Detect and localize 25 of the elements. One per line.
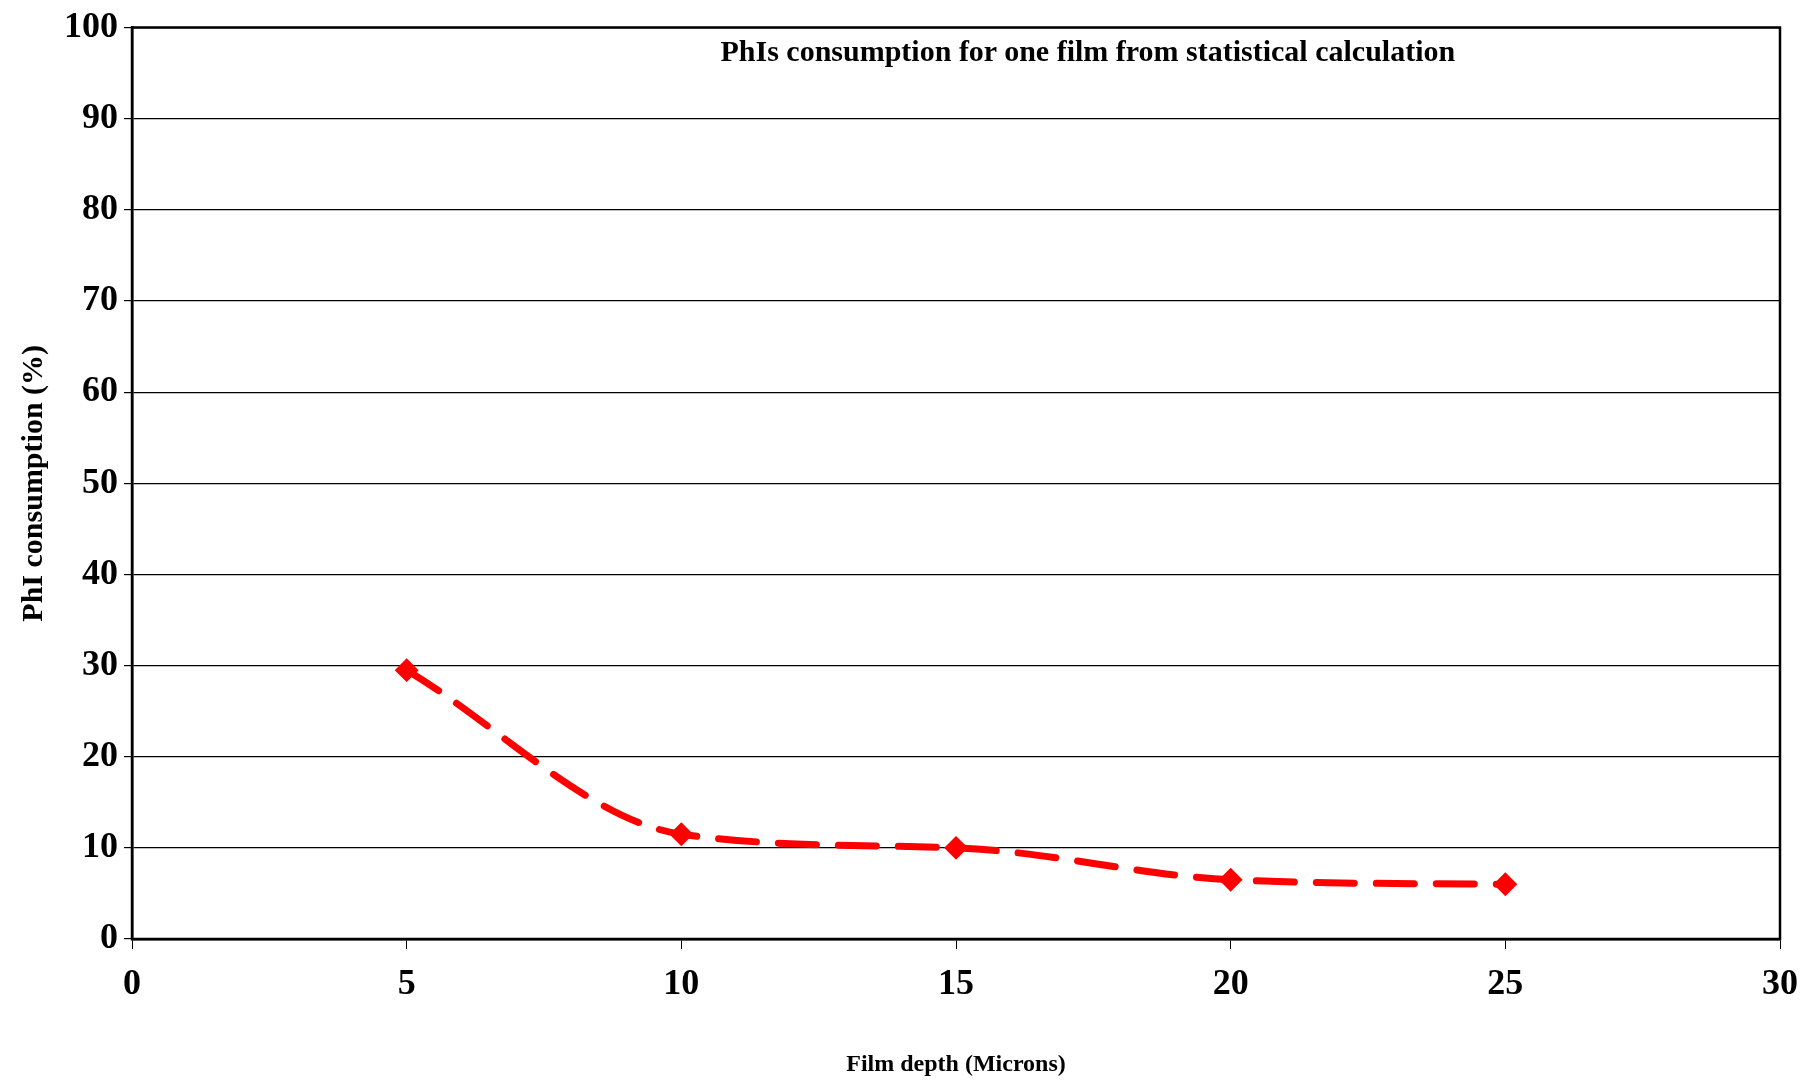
x-tick-label: 20 — [1212, 961, 1249, 1002]
y-tick-label: 90 — [82, 96, 118, 137]
x-tick-label: 15 — [938, 961, 974, 1002]
point — [1220, 869, 1242, 891]
point — [1494, 873, 1516, 895]
y-axis-title: PhI consumption (%) — [14, 344, 49, 622]
y-tick-label: 10 — [82, 825, 118, 866]
y-tick-label: 80 — [82, 187, 118, 228]
chart-title: PhIs consumption for one film from statistical calculation — [720, 34, 1456, 68]
point — [945, 837, 967, 859]
y-tick-label: 40 — [82, 551, 118, 592]
point — [396, 659, 418, 681]
y-tick-label: 0 — [100, 916, 118, 957]
y-tick-label: 50 — [82, 460, 118, 501]
x-tick-label: 30 — [1762, 961, 1798, 1002]
x-tick-label: 5 — [397, 961, 416, 1002]
point — [670, 823, 692, 845]
x-tick-label: 25 — [1487, 961, 1524, 1002]
y-tick-label: 100 — [64, 4, 118, 45]
x-axis-title: Film depth (Microns) — [846, 1049, 1066, 1076]
x-tick-label: 10 — [663, 961, 700, 1002]
y-tick-label: 60 — [82, 369, 118, 410]
y-tick-label: 20 — [82, 734, 118, 775]
y-tick-label: 30 — [82, 642, 118, 683]
y-tick-label: 70 — [82, 278, 118, 319]
